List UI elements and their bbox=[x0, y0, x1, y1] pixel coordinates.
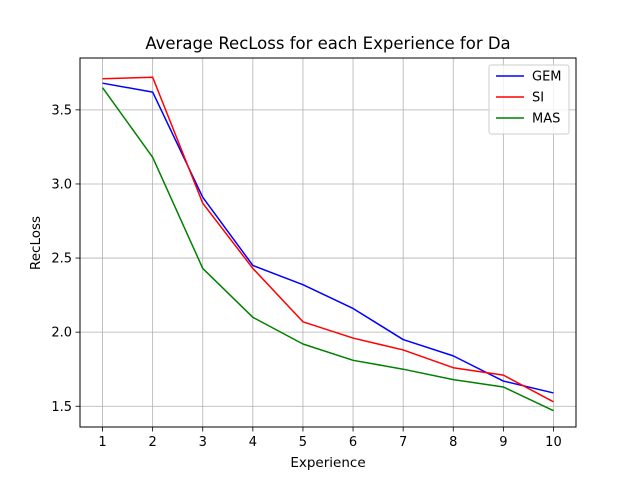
chart-title: Average RecLoss for each Experience for … bbox=[145, 34, 510, 53]
x-axis-label: Experience bbox=[290, 455, 365, 471]
series-line-mas bbox=[101, 87, 554, 412]
plot-frame bbox=[79, 57, 577, 428]
y-tick-label: 1.5 bbox=[51, 400, 72, 415]
y-axis-label: RecLoss bbox=[28, 216, 44, 270]
x-tick-label: 1 bbox=[98, 435, 106, 450]
x-tick-label: 8 bbox=[449, 435, 457, 450]
legend-label-gem: GEM bbox=[532, 70, 562, 85]
y-tick-label: 2.5 bbox=[51, 252, 72, 267]
x-tick-label: 6 bbox=[349, 435, 357, 450]
series-line-si bbox=[102, 76, 554, 403]
series-line-gem bbox=[102, 82, 554, 394]
x-tick-label: 10 bbox=[545, 435, 562, 450]
legend-label-mas: MAS bbox=[532, 112, 560, 127]
y-tick-label: 3.0 bbox=[51, 177, 72, 192]
ticks: 1 2 3 4 5 6 7 8 9 10 1.5 2.0 2.5 3.0 3.5 bbox=[51, 103, 561, 450]
legend-label-si: SI bbox=[532, 91, 544, 106]
legend: GEM SI MAS bbox=[488, 64, 570, 135]
legend-box bbox=[488, 64, 570, 135]
x-tick-label: 2 bbox=[149, 435, 157, 450]
y-tick-label: 2.0 bbox=[51, 326, 72, 341]
x-tick-label: 7 bbox=[399, 435, 407, 450]
series-layer bbox=[101, 76, 554, 412]
x-tick-label: 4 bbox=[249, 435, 257, 450]
x-tick-label: 9 bbox=[499, 435, 507, 450]
y-tick-label: 3.5 bbox=[51, 103, 72, 118]
x-tick-label: 3 bbox=[199, 435, 207, 450]
x-tick-label: 5 bbox=[299, 435, 307, 450]
